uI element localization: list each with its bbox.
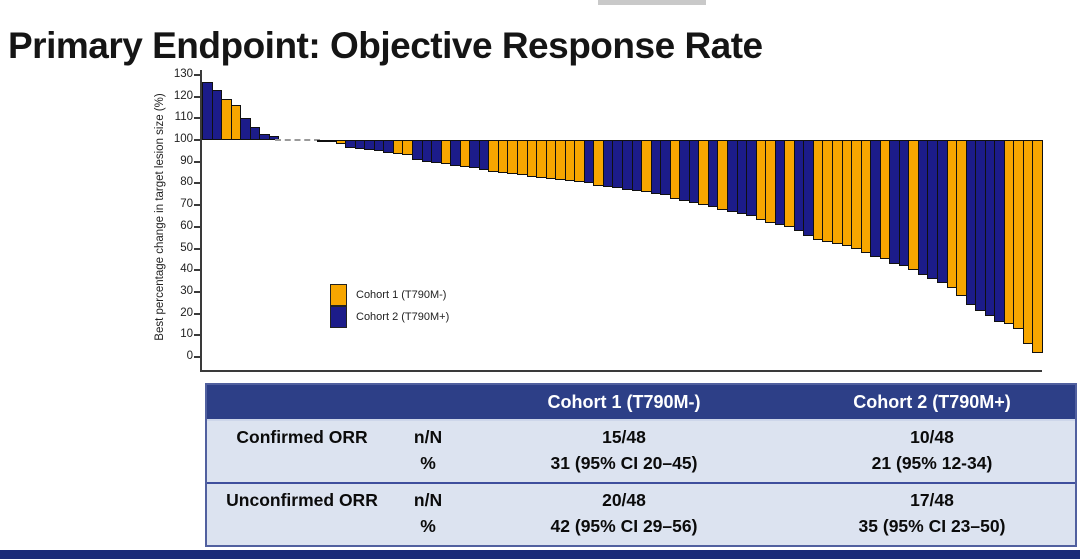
legend-item-cohort1: Cohort 1 (T790M-) [330,284,449,306]
waterfall-chart: Best percentage change in target lesion … [154,68,1043,372]
y-axis-tick [194,334,201,337]
y-axis-tick-label: 60 [180,219,193,232]
y-axis-tick [194,182,201,185]
cohort2-cell: 17/48 35 (95% CI 23–50) [789,487,1075,539]
cohort1-cell: 15/48 31 (95% CI 20–45) [459,424,789,476]
metric-nN: n/N [413,490,443,510]
table-header-row: Cohort 1 (T790M-) Cohort 2 (T790M+) [207,385,1075,421]
y-axis-tick-label: 130 [173,68,193,81]
legend-item-cohort2: Cohort 2 (T790M+) [330,306,449,328]
chart-legend: Cohort 1 (T790M-) Cohort 2 (T790M+) [330,284,449,328]
slide-footer-bar [0,550,1080,559]
top-edge-artifact [598,0,706,5]
y-axis-tick-label: 0 [186,350,193,362]
baseline-dash-segment [275,139,320,142]
y-axis-tick [194,225,201,228]
page-title: Primary Endpoint: Objective Response Rat… [8,24,763,66]
plot-area: 0 10 20 30 40 50 60 70 80 90 100 110 120 130 [174,68,1043,372]
y-axis-tick [194,95,201,98]
y-axis-tick [194,247,201,250]
y-axis-tick-label: 40 [180,263,193,276]
header-cell-cohort1: Cohort 1 (T790M-) [547,391,701,412]
y-axis-tick-label: 120 [173,89,193,102]
bar-cohort2 [268,135,280,141]
y-axis-tick [194,290,201,293]
cohort1-swatch [330,284,347,306]
y-axis-tick [194,312,201,315]
y-axis-tick-label: 80 [180,176,193,189]
cohort2-nN-value: 10/48 [910,427,954,447]
cohort1-pct-value: 42 (95% CI 29–56) [550,516,698,536]
bar-cohort1 [1032,140,1043,353]
legend-label-cohort1: Cohort 1 (T790M-) [356,289,447,301]
y-axis-tick [194,139,201,142]
cohort1-pct-value: 31 (95% CI 20–45) [550,453,698,473]
cohort2-pct-value: 21 (95% 12-34) [871,453,993,473]
row-label: Unconfirmed ORR [226,490,378,510]
orr-results-table: Cohort 1 (T790M-) Cohort 2 (T790M+) Conf… [205,383,1077,547]
y-axis-tick-label: 70 [180,198,193,211]
cohort2-cell: 10/48 21 (95% 12-34) [789,424,1075,476]
row-label: Confirmed ORR [236,427,368,447]
cohort1-cell: 20/48 42 (95% CI 29–56) [459,487,789,539]
cohort2-nN-value: 17/48 [910,490,954,510]
legend-label-cohort2: Cohort 2 (T790M+) [356,311,450,323]
metric-cell: n/N % [397,424,459,476]
cohort1-nN-value: 15/48 [602,427,646,447]
y-axis-tick [194,269,201,272]
y-axis-tick [194,160,201,163]
y-axis-label: Best percentage change in target lesion … [154,93,166,341]
metric-nN: n/N [413,427,443,447]
y-axis-tick-label: 50 [180,241,193,254]
cohort2-pct-value: 35 (95% CI 23–50) [858,516,1006,536]
table-row-unconfirmed-orr: Unconfirmed ORR n/N % 20/48 42 (95% CI 2… [207,482,1075,545]
y-axis-tick [194,117,201,120]
y-axis-tick-label: 110 [174,111,193,124]
y-axis-tick-label: 100 [173,133,193,146]
y-axis-tick [194,74,201,77]
cohort2-swatch [330,306,347,328]
metric-pct: % [420,453,436,473]
table-row-confirmed-orr: Confirmed ORR n/N % 15/48 31 (95% CI 20–… [207,421,1075,482]
y-axis-tick-label: 10 [180,328,193,341]
cohort1-nN-value: 20/48 [602,490,646,510]
y-axis-tick [194,204,201,207]
y-axis-tick-label: 30 [180,284,193,297]
y-axis-tick-label: 20 [180,306,193,319]
y-axis-tick [194,356,201,358]
header-cell-cohort2: Cohort 2 (T790M+) [853,391,1011,412]
metric-cell: n/N % [397,487,459,539]
y-axis-tick-label: 90 [180,154,193,167]
metric-pct: % [420,516,436,536]
